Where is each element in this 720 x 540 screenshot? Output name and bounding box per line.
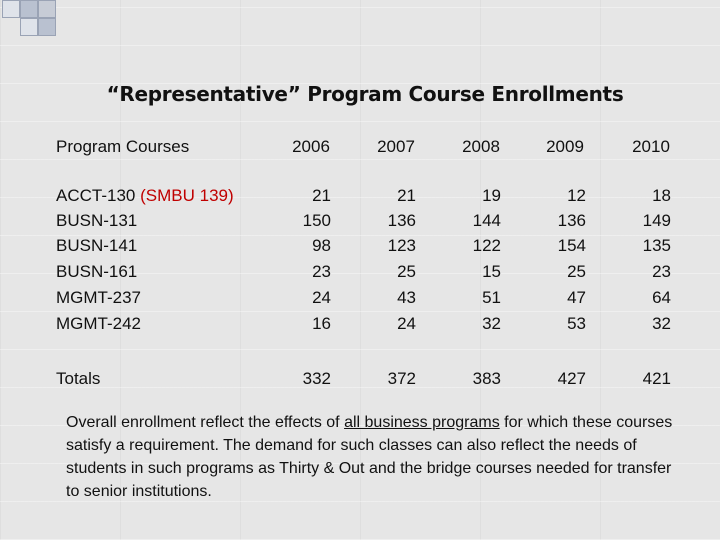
deco-square [20,0,38,18]
course-code: BUSN-141 [56,236,138,255]
deco-square [20,18,38,36]
enrollment-value: 16 [312,314,331,333]
header-year: 2009 [546,137,584,156]
enrollment-value: 25 [567,262,586,281]
enrollment-value: 136 [557,211,586,230]
note-underlined-text: all business programs [344,414,500,431]
deco-square [38,18,56,36]
course-code: BUSN-131 [56,211,138,230]
enrollment-value: 136 [387,211,416,230]
enrollment-value: 43 [397,288,416,307]
table-row: BUSN-131 150 136 144 136 149 [56,211,686,235]
enrollment-value: 144 [472,211,501,230]
table-row: BUSN-141 98 123 122 154 135 [56,236,686,260]
total-value: 421 [642,369,671,388]
header-year: 2010 [632,137,670,156]
enrollment-value: 12 [567,186,586,205]
totals-label: Totals [56,369,101,388]
total-value: 383 [472,369,501,388]
enrollment-value: 64 [652,288,671,307]
enrollment-value: 150 [302,211,331,230]
enrollment-value: 154 [557,236,586,255]
enrollment-value: 25 [397,262,416,281]
table-header-row: Program Courses 2006 2007 2008 2009 2010 [56,137,686,161]
note-text-part1: Overall enrollment reflect the effects o… [66,414,345,431]
table-row: MGMT-242 16 24 32 53 32 [56,314,686,338]
enrollment-value: 15 [482,262,501,281]
table-row: ACCT-130 (SMBU 139) 21 21 19 12 18 [56,186,686,210]
table-row: MGMT-237 24 43 51 47 64 [56,288,686,312]
enrollment-value: 23 [312,262,331,281]
course-code: BUSN-161 [56,262,138,281]
enrollment-value: 23 [652,262,671,281]
header-year: 2007 [377,137,415,156]
deco-square [38,0,56,18]
enrollment-value: 18 [652,186,671,205]
header-program-courses: Program Courses [56,137,190,156]
total-value: 332 [302,369,331,388]
enrollment-value: 149 [642,211,671,230]
total-value: 427 [557,369,586,388]
enrollment-value: 98 [312,236,331,255]
course-code: ACCT-130 [56,186,136,205]
enrollment-value: 32 [482,314,501,333]
deco-square [2,0,20,18]
totals-row: Totals 332 372 383 427 421 [56,369,686,393]
table-row: BUSN-161 23 25 15 25 23 [56,262,686,286]
course-code: MGMT-242 [56,314,142,333]
enrollment-value: 51 [482,288,501,307]
enrollment-value: 21 [397,186,416,205]
course-label: ACCT-130 (SMBU 139) [56,186,234,206]
slide-title-text: “Representative” Program Course Enrollme… [106,82,624,106]
course-code: MGMT-237 [56,288,142,307]
total-value: 372 [387,369,416,388]
enrollment-value: 122 [472,236,501,255]
header-year: 2008 [462,137,500,156]
enrollment-value: 24 [397,314,416,333]
enrollment-value: 19 [482,186,501,205]
enrollment-value: 53 [567,314,586,333]
enrollment-value: 123 [387,236,416,255]
enrollment-value: 32 [652,314,671,333]
course-alt-code: (SMBU 139) [140,186,234,205]
note-text-part2: for which these courses satisfy a requir… [66,414,673,500]
header-year: 2006 [292,137,330,156]
enrollment-value: 21 [312,186,331,205]
slide-title: “Representative” Program Course Enrollme… [0,82,720,106]
enrollment-value: 24 [312,288,331,307]
enrollment-value: 135 [642,236,671,255]
corner-decoration [0,0,70,40]
enrollment-value: 47 [567,288,586,307]
enrollment-note: Overall enrollment reflect the effects o… [66,411,686,503]
